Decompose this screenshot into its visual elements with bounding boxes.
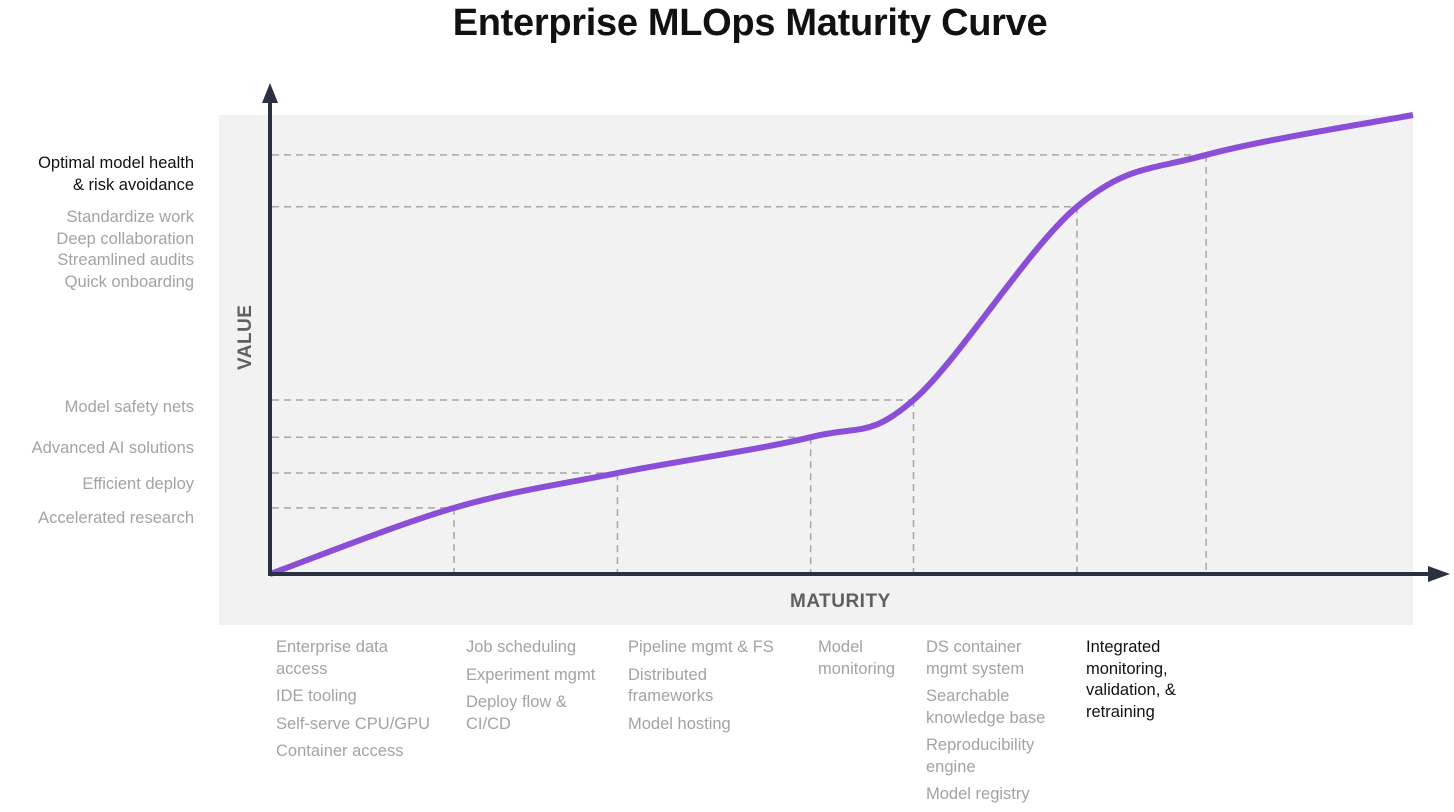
x-axis-title: MATURITY: [790, 591, 891, 612]
y-axis-title: VALUE: [235, 304, 256, 370]
maturity-column-3: Pipeline mgmt & FS Distributed framework…: [628, 637, 788, 741]
maturity-item: IDE tooling: [276, 687, 357, 705]
value-label-highlight-line2: & risk avoidance: [72, 175, 194, 194]
maturity-column-4: Model monitoring: [818, 637, 913, 686]
plot-background-panel: [219, 115, 1413, 625]
maturity-item-highlight: Integrated monitoring, validation, & ret…: [1086, 638, 1176, 721]
value-label: Accelerated research: [38, 509, 194, 527]
maturity-column-1: Enterprise data access IDE tooling Self-…: [276, 637, 441, 769]
maturity-column-5: DS container mgmt system Searchable know…: [926, 637, 1076, 812]
axes: [262, 83, 1450, 582]
guide-lines: [272, 154, 1207, 572]
maturity-item: Enterprise data access: [276, 638, 388, 678]
maturity-item: Deploy flow & CI/CD: [466, 693, 567, 733]
maturity-item: Container access: [276, 742, 404, 760]
curve-layer: [268, 112, 1414, 577]
maturity-curve-line: [268, 112, 1414, 577]
maturity-item: Distributed frameworks: [628, 665, 714, 706]
maturity-column-2: Job scheduling Experiment mgmt Deploy fl…: [466, 637, 611, 741]
maturity-item: Self-serve CPU/GPU: [276, 714, 431, 733]
chart-title: Enterprise MLOps Maturity Curve: [452, 2, 1048, 44]
maturity-column-6-highlight: Integrated monitoring, validation, & ret…: [1086, 637, 1196, 729]
y-axis-arrow-icon: [262, 83, 278, 103]
value-label-highlight-line1: Optimal model health: [38, 154, 194, 172]
maturity-item: Model monitoring: [818, 638, 896, 678]
maturity-item: DS container mgmt system: [926, 638, 1025, 678]
maturity-item: Reproducibility engine: [926, 736, 1035, 776]
maturity-item: Model hosting: [628, 714, 731, 733]
x-axis-arrow-icon: [1428, 566, 1450, 582]
value-label: Streamlined audits: [57, 251, 194, 269]
value-label: Advanced AI solutions: [31, 439, 194, 457]
value-label: Standardize work: [66, 208, 194, 226]
value-labels-top: Optimal model health & risk avoidance St…: [38, 153, 194, 293]
value-label: Efficient deploy: [82, 475, 194, 493]
value-label: Quick onboarding: [64, 272, 194, 291]
maturity-item: Searchable knowledge base: [926, 687, 1046, 727]
value-label: Deep collaboration: [56, 229, 194, 248]
maturity-item: Model registry: [926, 785, 1030, 803]
maturity-item: Experiment mgmt: [466, 665, 596, 684]
maturity-item: Pipeline mgmt & FS: [628, 638, 774, 656]
maturity-item: Job scheduling: [466, 638, 577, 656]
value-label: Model safety nets: [64, 398, 194, 416]
